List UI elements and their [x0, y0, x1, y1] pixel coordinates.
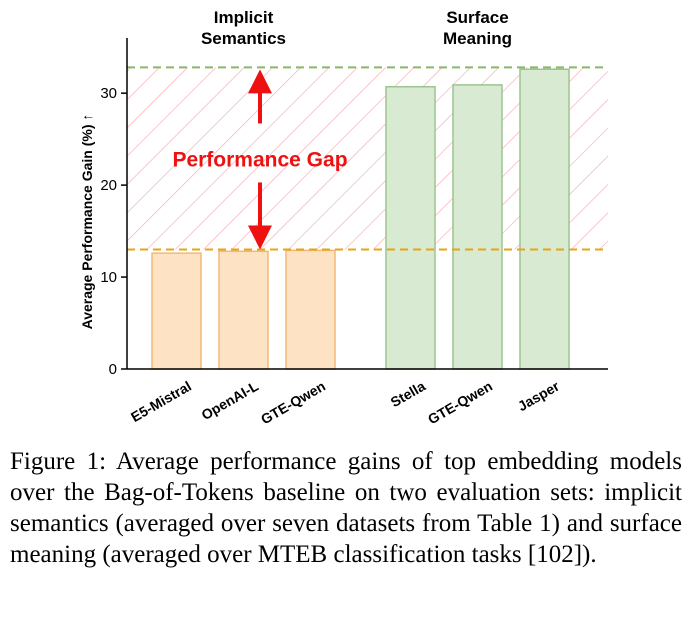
x-tick-label: GTE-Qwen: [425, 378, 495, 428]
figure-caption: Figure 1: Average performance gains of t…: [10, 448, 682, 568]
y-tick-label: 10: [100, 269, 117, 286]
y-tick-label: 20: [100, 177, 117, 194]
bar-gte-qwen: [285, 249, 336, 370]
x-tick-label: GTE-Qwen: [258, 378, 328, 428]
performance-gap-label: Performance Gap: [172, 148, 347, 171]
x-tick-label: E5-Mistral: [128, 378, 194, 425]
bar-gte-qwen: [452, 84, 503, 370]
group-label: Meaning: [443, 29, 512, 48]
bar-e5-mistral: [151, 252, 202, 370]
group-label: Surface: [446, 8, 508, 27]
x-tick-label: Jasper: [515, 377, 563, 414]
x-tick-label: Stella: [388, 378, 429, 411]
group-label: Semantics: [201, 29, 286, 48]
y-tick-label: 30: [100, 85, 117, 102]
bar-jasper: [519, 68, 570, 370]
bar-openai-l: [218, 250, 269, 370]
y-tick-label: 0: [109, 361, 117, 378]
group-label: Implicit: [214, 8, 274, 27]
bar-chart: 0 10 20 30 Average Performance Gain (%) ↑ Pe…: [79, 8, 608, 428]
x-tick-label: OpenAI-L: [198, 378, 261, 424]
bar-stella: [385, 85, 436, 370]
y-axis-label: Average Performance Gain (%) ↑: [79, 114, 95, 330]
